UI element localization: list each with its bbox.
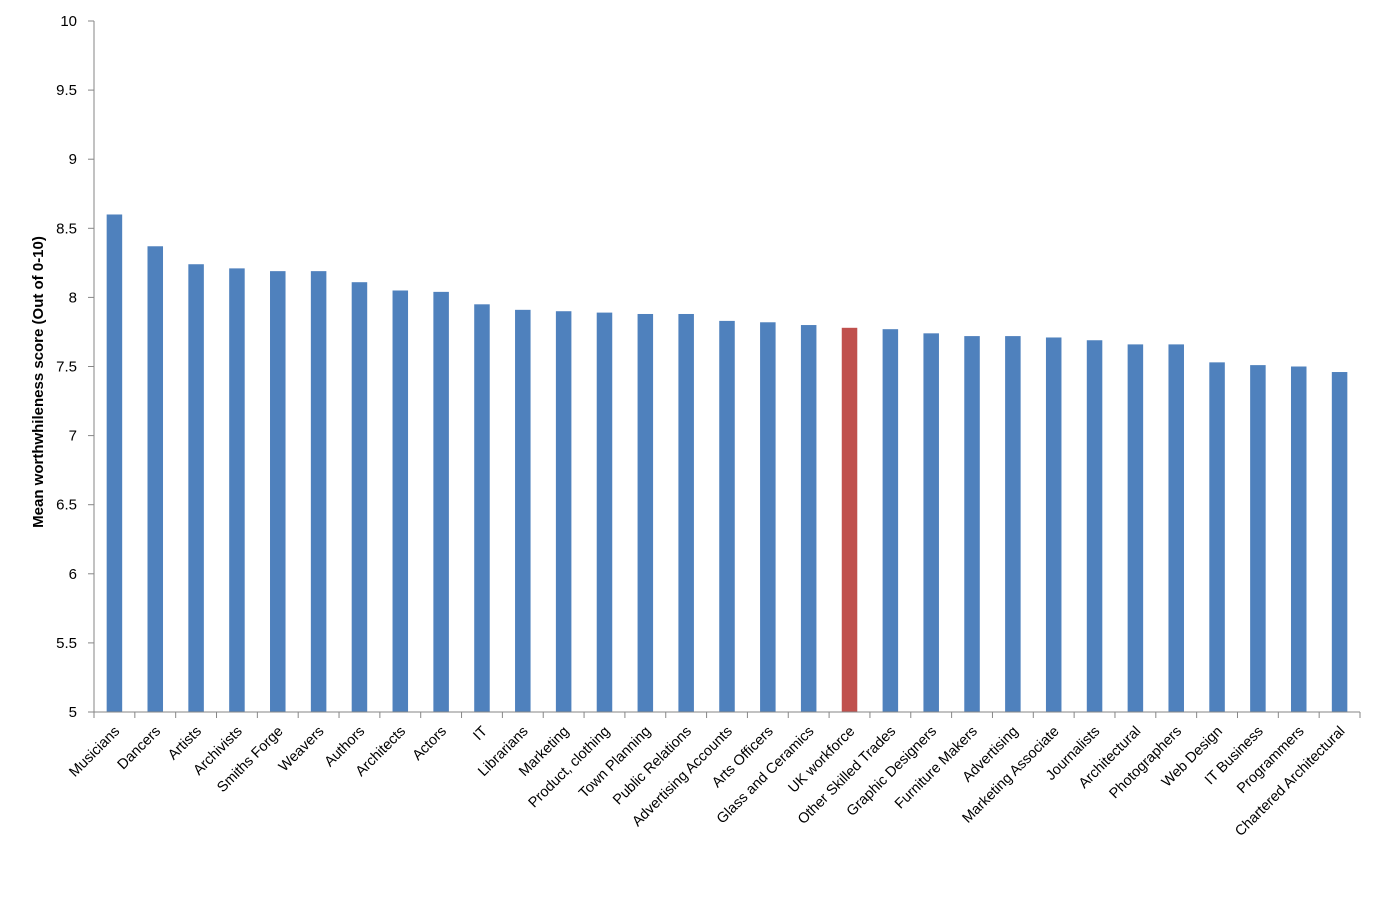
y-axis: 5 5.5 6 6.5 7 7.5 8 8.5 9 9.5 10 bbox=[56, 13, 95, 721]
bars bbox=[106, 214, 1348, 713]
bar bbox=[1045, 337, 1062, 712]
bar bbox=[188, 264, 204, 712]
bar bbox=[923, 333, 939, 712]
bar bbox=[1127, 344, 1144, 712]
x-tick-label: IT bbox=[470, 723, 491, 744]
y-tick-label: 6 bbox=[69, 566, 77, 583]
bar bbox=[637, 313, 654, 712]
bar bbox=[1290, 366, 1307, 712]
bar bbox=[270, 271, 286, 712]
bar bbox=[841, 327, 858, 712]
y-tick-label: 6.5 bbox=[56, 497, 77, 514]
x-tick-label: Actors bbox=[410, 724, 450, 764]
bar bbox=[106, 214, 123, 713]
bar bbox=[1331, 372, 1348, 712]
x-tick-label: Town Planning bbox=[576, 724, 654, 802]
bar bbox=[1005, 336, 1021, 712]
y-tick-label: 5.5 bbox=[56, 635, 77, 652]
y-axis-title: Mean worthwhileness score (Out of 0-10) bbox=[30, 236, 47, 528]
y-tick-label: 8.5 bbox=[56, 220, 77, 237]
x-tick-label: Dancers bbox=[115, 724, 164, 773]
bar bbox=[1209, 362, 1225, 712]
bar bbox=[1250, 365, 1266, 712]
bar bbox=[351, 282, 368, 712]
x-tick-label: Artists bbox=[165, 724, 205, 764]
bar bbox=[882, 329, 899, 712]
x-tick-label: Weavers bbox=[276, 724, 328, 776]
bar bbox=[555, 311, 572, 712]
bar bbox=[1168, 344, 1184, 712]
bar bbox=[678, 313, 694, 712]
y-tick-label: 9 bbox=[69, 151, 77, 168]
y-tick-label: 8 bbox=[69, 289, 77, 306]
bar bbox=[719, 320, 735, 712]
bar bbox=[433, 291, 449, 712]
bar bbox=[1086, 340, 1103, 712]
bar bbox=[310, 271, 327, 712]
bar bbox=[229, 268, 245, 712]
bar bbox=[760, 322, 776, 712]
bar bbox=[596, 312, 613, 712]
y-tick-label: 5 bbox=[69, 704, 77, 721]
y-tick-label: 10 bbox=[60, 13, 77, 30]
y-tick-label: 7.5 bbox=[56, 359, 77, 376]
bar bbox=[964, 336, 980, 712]
bar bbox=[515, 309, 531, 712]
bar bbox=[474, 304, 490, 712]
x-tick-label: Musicians bbox=[66, 724, 123, 781]
y-tick-label: 7 bbox=[69, 428, 77, 445]
bar bbox=[800, 325, 817, 712]
y-tick-label: 9.5 bbox=[56, 82, 77, 99]
bar bbox=[147, 246, 164, 713]
bar bbox=[392, 290, 409, 712]
x-tick-label: Photographers bbox=[1106, 724, 1185, 803]
